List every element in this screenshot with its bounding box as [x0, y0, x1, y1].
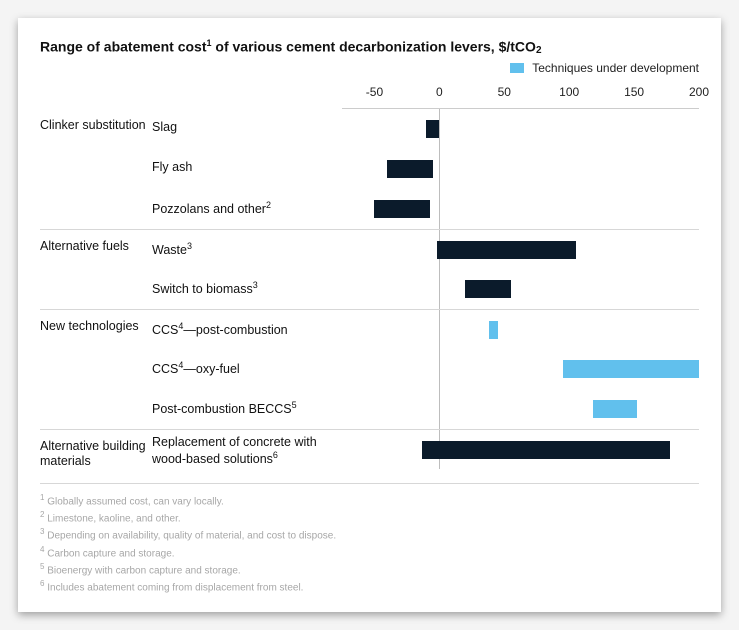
row-label: CCS4—oxy-fuel — [152, 349, 342, 389]
chart-title: Range of abatement cost1 of various ceme… — [40, 38, 699, 55]
range-bar — [422, 441, 670, 459]
footnote: 2 Limestone, kaoline, and other. — [40, 509, 699, 526]
row-label: Switch to biomass3 — [152, 269, 342, 309]
range-bar — [426, 120, 439, 138]
axis-tick: 100 — [559, 85, 579, 99]
row-label: Replacement of concrete with wood-based … — [152, 429, 342, 469]
chart-body: Clinker substitutionAlternative fuelsNew… — [40, 109, 699, 469]
range-bar — [374, 200, 430, 218]
plot-cell — [342, 189, 699, 229]
row-label: Fly ash — [152, 149, 342, 189]
category-label: Clinker substitution — [40, 109, 152, 229]
row-label: Slag — [152, 109, 342, 149]
range-bar — [593, 400, 637, 418]
category-label: Alternative fuels — [40, 229, 152, 309]
row-label: Pozzolans and other2 — [152, 189, 342, 229]
range-bar — [387, 160, 432, 178]
footnotes: 1 Globally assumed cost, can vary locall… — [40, 483, 699, 596]
chart-card: Range of abatement cost1 of various ceme… — [18, 18, 721, 612]
axis-row: -50050100150200 — [40, 85, 699, 109]
legend-label: Techniques under development — [532, 61, 699, 75]
range-bar — [437, 241, 576, 259]
axis-tick: 0 — [436, 85, 443, 99]
row-label: Post-combustion BECCS5 — [152, 389, 342, 429]
range-bar — [563, 360, 699, 378]
footnote: 4 Carbon capture and storage. — [40, 544, 699, 561]
plot-cell — [342, 309, 699, 349]
axis-tick: 150 — [624, 85, 644, 99]
legend: Techniques under development — [40, 61, 699, 75]
footnote: 1 Globally assumed cost, can vary locall… — [40, 492, 699, 509]
axis-tick: 50 — [498, 85, 511, 99]
category-label: New technologies — [40, 309, 152, 429]
axis-tick: -50 — [366, 85, 383, 99]
plot-cell — [342, 229, 699, 269]
plot-cell — [342, 109, 699, 149]
range-bar — [489, 321, 498, 339]
plot-cell — [342, 269, 699, 309]
plot-cell — [342, 349, 699, 389]
plot-cell — [342, 429, 699, 469]
footnote: 6 Includes abatement coming from displac… — [40, 578, 699, 595]
plot-cell — [342, 149, 699, 189]
axis-tick: 200 — [689, 85, 709, 99]
row-label: CCS4—post-combustion — [152, 309, 342, 349]
axis-ticks: -50050100150200 — [342, 85, 699, 109]
row-label: Waste3 — [152, 229, 342, 269]
footnote: 3 Depending on availability, quality of … — [40, 526, 699, 543]
footnote: 5 Bioenergy with carbon capture and stor… — [40, 561, 699, 578]
category-label: Alternative building materials — [40, 429, 152, 469]
range-bar — [465, 280, 510, 298]
legend-swatch — [510, 63, 524, 73]
plot-cell — [342, 389, 699, 429]
